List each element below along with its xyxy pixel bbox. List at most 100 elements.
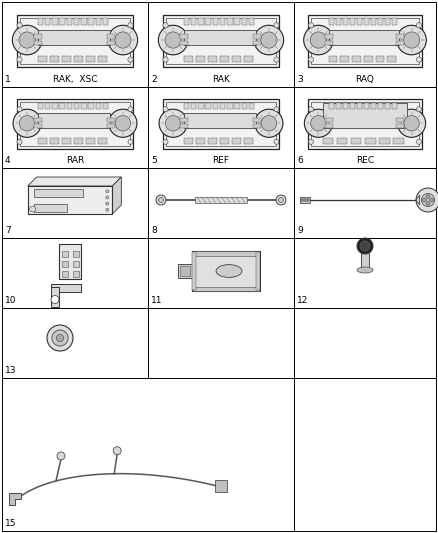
Bar — [198, 103, 204, 109]
Bar — [51, 284, 81, 292]
Bar — [294, 378, 436, 531]
Bar — [98, 139, 107, 144]
Bar — [34, 118, 42, 122]
Ellipse shape — [216, 264, 242, 277]
Bar — [38, 113, 110, 128]
Text: 3: 3 — [297, 75, 303, 84]
Bar — [193, 251, 259, 256]
Circle shape — [17, 57, 22, 62]
Bar — [308, 99, 422, 149]
Circle shape — [307, 198, 310, 201]
Bar — [352, 56, 361, 62]
Bar — [212, 19, 218, 25]
Bar — [294, 2, 436, 87]
Bar — [294, 238, 436, 308]
Text: REC: REC — [356, 156, 374, 165]
Bar — [350, 19, 355, 25]
Bar — [52, 103, 57, 109]
Bar — [396, 118, 404, 122]
Circle shape — [19, 116, 35, 131]
Bar — [38, 19, 43, 25]
Bar — [336, 19, 341, 25]
Circle shape — [360, 241, 370, 251]
Circle shape — [422, 198, 427, 202]
Circle shape — [417, 23, 422, 28]
Bar — [61, 251, 67, 257]
Bar — [253, 118, 261, 122]
Circle shape — [279, 198, 283, 203]
Bar — [81, 103, 86, 109]
Circle shape — [159, 25, 188, 55]
Text: 4: 4 — [5, 156, 11, 165]
Bar — [28, 186, 112, 214]
Bar — [52, 19, 57, 25]
Bar — [385, 19, 390, 25]
Text: RAR: RAR — [66, 156, 84, 165]
Bar — [196, 139, 205, 144]
Bar — [86, 56, 95, 62]
Circle shape — [128, 107, 133, 112]
Circle shape — [57, 334, 64, 342]
Bar — [323, 103, 407, 128]
Text: RAK: RAK — [212, 75, 230, 84]
Bar — [198, 19, 204, 25]
Bar — [195, 197, 247, 203]
Bar — [2, 87, 148, 168]
Bar — [20, 102, 131, 147]
Bar — [180, 266, 190, 276]
Circle shape — [397, 25, 426, 55]
Circle shape — [128, 23, 133, 28]
Bar — [73, 271, 78, 277]
Polygon shape — [28, 177, 121, 186]
Bar — [244, 139, 253, 144]
Bar — [192, 251, 260, 291]
Circle shape — [404, 116, 419, 131]
Bar — [148, 308, 294, 378]
Bar — [59, 244, 81, 279]
Circle shape — [308, 57, 314, 62]
Bar — [86, 139, 95, 144]
Bar — [180, 124, 188, 128]
Bar — [73, 251, 78, 257]
Bar — [328, 29, 399, 45]
Bar — [180, 41, 188, 45]
Circle shape — [57, 452, 65, 460]
Bar — [88, 103, 94, 109]
Circle shape — [261, 116, 277, 131]
Circle shape — [106, 208, 109, 212]
Circle shape — [163, 139, 168, 144]
Bar — [95, 19, 101, 25]
Bar — [107, 118, 115, 122]
Bar — [379, 139, 389, 144]
Bar — [325, 124, 333, 128]
Bar — [220, 19, 225, 25]
Bar — [365, 139, 375, 144]
Bar — [67, 19, 72, 25]
Bar — [107, 41, 115, 45]
Bar — [241, 103, 247, 109]
Circle shape — [300, 198, 304, 201]
Bar — [193, 287, 259, 291]
Bar — [227, 103, 233, 109]
Bar — [61, 271, 67, 277]
Circle shape — [308, 139, 314, 144]
Bar — [178, 264, 192, 278]
Bar — [34, 189, 83, 197]
Bar — [49, 139, 59, 144]
Bar — [162, 15, 279, 68]
Bar — [192, 252, 196, 290]
Circle shape — [163, 57, 168, 62]
Circle shape — [421, 193, 434, 207]
Circle shape — [417, 107, 421, 112]
Circle shape — [113, 447, 121, 455]
Circle shape — [156, 195, 166, 205]
Bar — [328, 56, 337, 62]
Bar — [396, 34, 404, 39]
Bar — [387, 56, 396, 62]
Circle shape — [274, 57, 279, 62]
Text: 15: 15 — [5, 519, 17, 528]
Bar — [212, 103, 218, 109]
Circle shape — [254, 25, 284, 55]
Bar — [73, 261, 78, 267]
Bar — [38, 56, 47, 62]
